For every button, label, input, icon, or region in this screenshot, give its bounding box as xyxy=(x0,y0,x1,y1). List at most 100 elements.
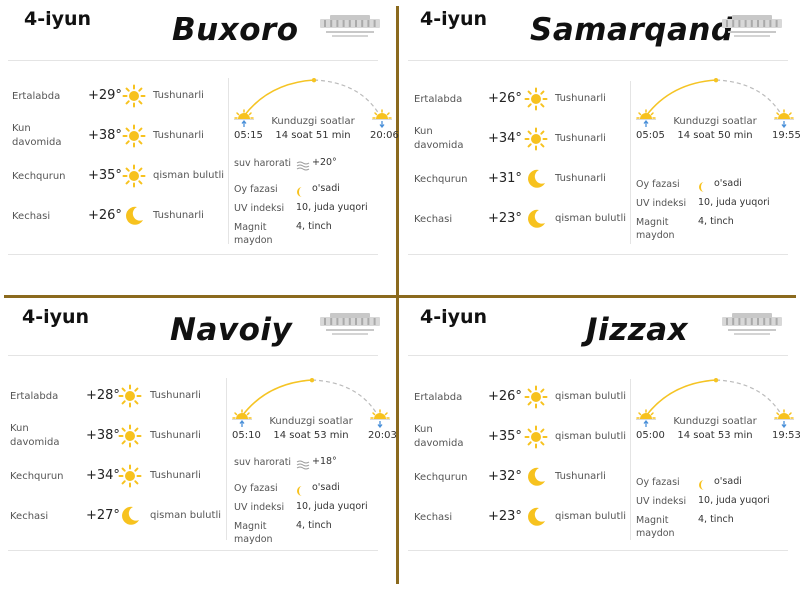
forecast-period-label: Ertalabda xyxy=(10,391,59,402)
emblem-logo xyxy=(318,14,382,42)
info-key: Magnit maydon xyxy=(636,217,675,241)
forecast-condition: qisman bulutli xyxy=(555,391,627,402)
info-key: suv harorati xyxy=(234,457,292,468)
daylight-arc xyxy=(234,78,384,122)
sunrise-time: 05:05 xyxy=(636,130,665,141)
weather-panel-buxoro: 4-iyun Buxoro Ertalabda +29° Tushunarli Kun d… xyxy=(0,0,400,295)
daylight-label: Kunduzgi soatlar xyxy=(271,116,355,127)
moon-phase-icon xyxy=(698,178,710,197)
forecast-period-label: Kechasi xyxy=(12,211,51,222)
sunrise-icon xyxy=(232,408,252,432)
sun-icon xyxy=(122,84,146,112)
daylight-duration: 14 soat 50 min xyxy=(677,130,753,141)
moon-icon xyxy=(524,167,548,195)
emblem-logo xyxy=(720,14,784,42)
forecast-condition: Tushunarli xyxy=(150,470,201,481)
column-separator xyxy=(226,378,227,540)
forecast-temperature: +23° xyxy=(488,509,522,524)
forecast-period-label: Kechqurun xyxy=(10,471,64,482)
sun-icon xyxy=(524,87,548,115)
footer-rule xyxy=(8,550,378,551)
forecast-temperature: +32° xyxy=(488,469,522,484)
forecast-condition: Tushunarli xyxy=(153,130,204,141)
footer-rule xyxy=(8,254,378,255)
info-value: o'sadi xyxy=(714,178,742,189)
column-separator xyxy=(228,78,229,244)
daylight-duration: 14 soat 53 min xyxy=(677,430,753,441)
emblem-logo xyxy=(720,312,784,340)
footer-rule xyxy=(408,550,788,551)
info-value: 10, juda yuqori xyxy=(296,202,368,213)
sunset-icon xyxy=(370,408,390,432)
forecast-period-label: Kun davomida xyxy=(10,423,60,448)
daylight-label: Kunduzgi soatlar xyxy=(269,416,353,427)
forecast-period-label: Kun davomida xyxy=(12,123,62,148)
forecast-condition: Tushunarli xyxy=(555,471,606,482)
forecast-temperature: +35° xyxy=(88,168,122,183)
info-key: UV indeksi xyxy=(234,502,285,513)
forecast-condition: qisman bulutli xyxy=(150,510,222,521)
sun-icon xyxy=(524,127,548,155)
horizontal-divider xyxy=(4,295,796,298)
water-icon xyxy=(296,157,310,176)
weather-panel-jizzax: 4-iyun Jizzax Ertalabda +26° qisman bulutli K… xyxy=(400,300,800,595)
forecast-condition: qisman bulutli xyxy=(153,170,225,181)
panel-date: 4-iyun xyxy=(22,306,90,328)
forecast-temperature: +26° xyxy=(88,208,122,223)
info-key: Magnit maydon xyxy=(234,222,273,246)
sunrise-icon xyxy=(234,108,254,132)
daylight-label: Kunduzgi soatlar xyxy=(673,116,757,127)
sunset-time: 20:03 xyxy=(368,430,397,441)
forecast-temperature: +35° xyxy=(488,429,522,444)
header-rule xyxy=(8,355,378,356)
moon-phase-icon xyxy=(296,183,308,202)
forecast-period-label: Kechasi xyxy=(414,512,453,523)
moon-icon xyxy=(122,204,146,232)
weather-panel-samarqand: 4-iyun Samarqand Ertalabda +26° Tushunarli Ku… xyxy=(400,0,800,295)
sun-icon xyxy=(524,385,548,413)
info-value: 4, tinch xyxy=(296,221,332,232)
panel-date: 4-iyun xyxy=(420,306,488,328)
info-value: 10, juda yuqori xyxy=(698,495,770,506)
info-value: +18° xyxy=(312,456,337,467)
sun-icon xyxy=(122,164,146,192)
header-rule xyxy=(8,60,378,61)
daylight-arc xyxy=(232,378,382,422)
forecast-condition: Tushunarli xyxy=(150,390,201,401)
daylight-label: Kunduzgi soatlar xyxy=(673,416,757,427)
moon-icon xyxy=(524,207,548,235)
panel-date: 4-iyun xyxy=(24,8,92,30)
forecast-period-label: Ertalabda xyxy=(12,91,61,102)
weather-panel-navoiy: 4-iyun Navoiy Ertalabda +28° Tushunarli Kun d… xyxy=(0,300,400,595)
daylight-duration: 14 soat 53 min xyxy=(273,430,349,441)
sun-icon xyxy=(118,464,142,492)
info-key: UV indeksi xyxy=(636,496,687,507)
sunrise-time: 05:10 xyxy=(232,430,261,441)
forecast-temperature: +23° xyxy=(488,211,522,226)
sun-icon xyxy=(524,425,548,453)
forecast-temperature: +29° xyxy=(88,88,122,103)
forecast-condition: Tushunarli xyxy=(153,210,204,221)
info-key: suv harorati xyxy=(234,158,292,169)
forecast-temperature: +26° xyxy=(488,389,522,404)
sunset-icon xyxy=(372,108,392,132)
forecast-condition: Tushunarli xyxy=(153,90,204,101)
forecast-condition: Tushunarli xyxy=(555,173,606,184)
sunset-icon xyxy=(774,408,794,432)
info-key: Magnit maydon xyxy=(636,515,675,539)
daylight-arc xyxy=(636,78,786,122)
forecast-period-label: Kechqurun xyxy=(414,174,468,185)
info-value: 10, juda yuqori xyxy=(698,197,770,208)
footer-rule xyxy=(408,254,788,255)
forecast-temperature: +26° xyxy=(488,91,522,106)
moon-icon xyxy=(524,505,548,533)
water-icon xyxy=(296,456,310,475)
info-value: o'sadi xyxy=(714,476,742,487)
forecast-period-label: Ertalabda xyxy=(414,392,463,403)
forecast-condition: Tushunarli xyxy=(150,430,201,441)
header-rule xyxy=(408,355,788,356)
moon-phase-icon xyxy=(296,482,308,501)
forecast-period-label: Kun davomida xyxy=(414,126,464,151)
info-value: +20° xyxy=(312,157,337,168)
info-value: 4, tinch xyxy=(698,216,734,227)
